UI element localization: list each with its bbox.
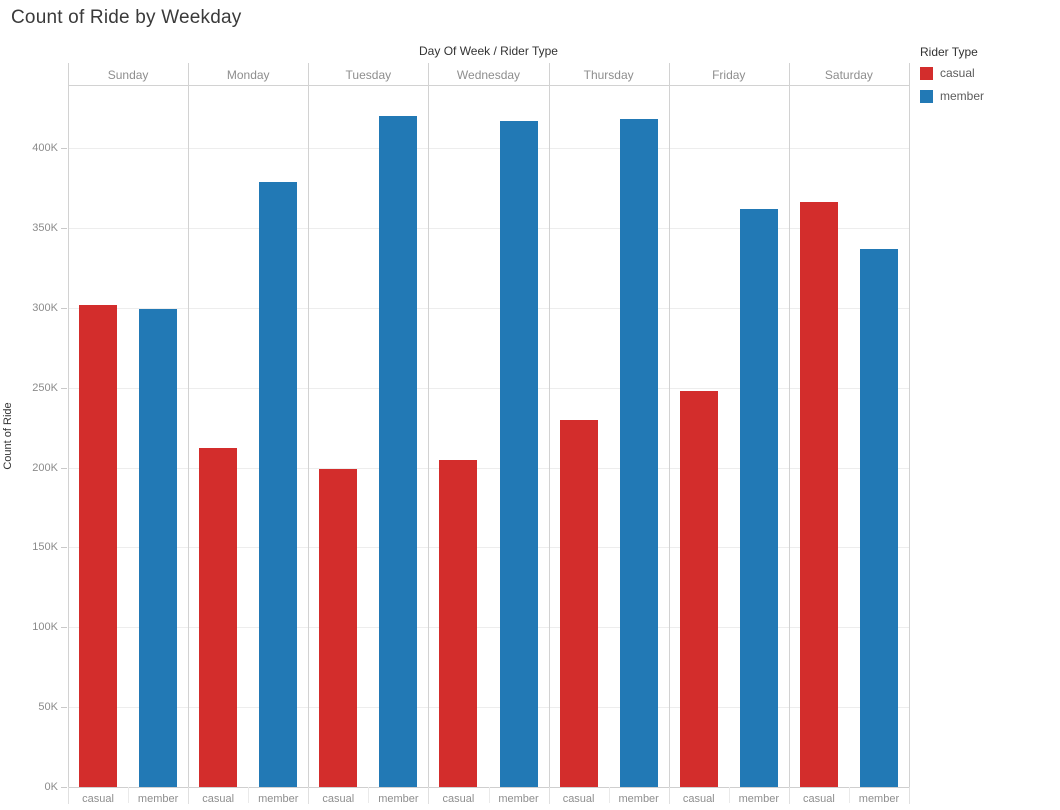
legend-items: casual member xyxy=(920,66,1050,103)
legend: Rider Type casual member xyxy=(920,45,1050,112)
y-tick-label: 150K xyxy=(32,541,58,554)
bar-thursday-member[interactable] xyxy=(619,119,658,787)
bar-thursday-casual[interactable] xyxy=(559,419,598,787)
sub-label-divider xyxy=(368,787,370,803)
panel-divider xyxy=(909,63,910,787)
y-tick-mark xyxy=(61,787,67,788)
panel-divider-stub xyxy=(68,787,69,804)
bar-wednesday-casual[interactable] xyxy=(439,459,478,787)
y-tick-mark xyxy=(61,707,67,709)
gridline-250K xyxy=(68,387,909,389)
bar-sunday-member[interactable] xyxy=(139,309,178,787)
panel-divider xyxy=(68,63,69,787)
x-axis-label-wednesday-member: member xyxy=(498,793,539,805)
panel-divider xyxy=(668,63,670,787)
y-tick-label: 50K xyxy=(38,701,58,714)
panel-divider-stub xyxy=(909,787,910,804)
legend-label-casual: casual xyxy=(940,66,975,80)
sub-label-divider xyxy=(128,787,130,803)
legend-title: Rider Type xyxy=(920,45,978,59)
panel-divider-stub xyxy=(788,787,790,804)
x-axis-label-thursday-member: member xyxy=(618,793,659,805)
x-axis-label-friday-member: member xyxy=(738,793,779,805)
panel-divider xyxy=(788,63,790,787)
x-axis-label-saturday-casual: casual xyxy=(802,793,835,805)
x-axis-label-sunday-member: member xyxy=(137,793,179,805)
y-tick-label: 0K xyxy=(44,781,58,793)
y-tick-mark xyxy=(61,307,67,309)
legend-swatch-casual xyxy=(920,66,933,80)
y-tick-mark xyxy=(61,467,67,469)
y-tick-label: 250K xyxy=(32,381,58,394)
gridline-300K xyxy=(68,307,909,309)
panel-divider-stub xyxy=(668,787,670,804)
y-tick-mark xyxy=(61,547,67,549)
y-tick-label: 200K xyxy=(32,461,58,474)
x-axis-label-monday-member: member xyxy=(258,793,299,805)
column-header-thursday: Thursday xyxy=(583,68,634,82)
panel-divider-stub xyxy=(548,787,550,804)
x-axis-label-thursday-casual: casual xyxy=(562,793,595,805)
column-header-monday: Monday xyxy=(226,68,270,82)
gridline-400K xyxy=(68,148,909,149)
y-axis-title: Count of Ride xyxy=(2,402,14,470)
y-tick-label: 300K xyxy=(32,301,58,314)
column-header-wednesday: Wednesday xyxy=(456,68,521,82)
y-tick-label: 400K xyxy=(32,142,58,154)
y-tick-mark xyxy=(61,627,67,629)
bar-friday-member[interactable] xyxy=(739,208,778,787)
x-axis-label-friday-casual: casual xyxy=(682,793,715,805)
column-header-saturday: Saturday xyxy=(824,68,873,82)
gridline-350K xyxy=(68,227,909,229)
panel-divider xyxy=(308,63,310,787)
x-axis-label-wednesday-casual: casual xyxy=(442,793,475,805)
bar-saturday-casual[interactable] xyxy=(799,202,838,787)
bar-sunday-casual[interactable] xyxy=(79,304,118,787)
panel-divider-stub xyxy=(428,787,430,804)
y-tick-label: 350K xyxy=(32,221,58,234)
y-tick-mark xyxy=(61,148,67,149)
legend-label-member: member xyxy=(940,89,985,103)
x-axis-label-saturday-member: member xyxy=(858,793,900,805)
column-field-label: Day Of Week / Rider Type xyxy=(419,44,558,58)
gridline-100K xyxy=(68,627,909,629)
bar-tuesday-casual[interactable] xyxy=(319,469,358,787)
x-axis-label-tuesday-casual: casual xyxy=(322,793,355,805)
legend-swatch-member xyxy=(920,89,933,103)
gridline-200K xyxy=(68,467,909,469)
plot-top-border xyxy=(68,84,909,86)
sub-label-divider xyxy=(848,787,850,803)
bar-tuesday-member[interactable] xyxy=(379,116,418,787)
legend-item-casual[interactable]: casual xyxy=(920,66,1050,80)
y-tick-mark xyxy=(61,227,67,229)
panel-divider xyxy=(188,63,190,787)
legend-item-member[interactable]: member xyxy=(920,89,1050,103)
sub-label-divider xyxy=(488,787,490,803)
gridline-50K xyxy=(68,707,909,709)
y-tick-mark xyxy=(61,387,67,389)
bar-friday-casual[interactable] xyxy=(679,390,718,787)
column-header-tuesday: Tuesday xyxy=(345,68,392,82)
x-axis-label-tuesday-member: member xyxy=(378,793,419,805)
panel-divider xyxy=(548,63,550,787)
bar-saturday-member[interactable] xyxy=(859,248,898,787)
bar-monday-casual[interactable] xyxy=(199,448,238,787)
gridline-150K xyxy=(68,547,909,549)
panel-divider xyxy=(428,63,430,787)
panel-divider-stub xyxy=(188,787,190,804)
sub-label-divider xyxy=(728,787,730,803)
sub-label-divider xyxy=(248,787,250,803)
sub-label-divider xyxy=(608,787,610,803)
bar-monday-member[interactable] xyxy=(259,181,298,787)
panel-divider-stub xyxy=(308,787,310,804)
bar-wednesday-member[interactable] xyxy=(499,120,538,787)
column-header-friday: Friday xyxy=(712,68,746,82)
y-tick-label: 100K xyxy=(32,621,58,634)
chart-title: Count of Ride by Weekday xyxy=(11,7,242,28)
x-axis-label-sunday-casual: casual xyxy=(82,793,114,805)
x-axis-label-monday-casual: casual xyxy=(202,793,235,805)
column-header-sunday: Sunday xyxy=(107,68,149,82)
